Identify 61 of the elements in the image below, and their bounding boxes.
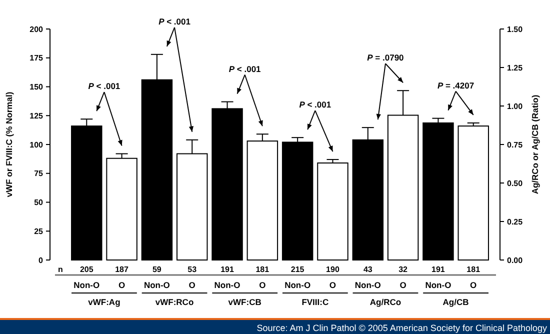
text: 32: [398, 265, 408, 274]
y-tick-label: 200: [30, 24, 44, 34]
annotation: P < .001: [88, 81, 120, 92]
text: vWF:CB: [228, 297, 262, 307]
annotation: P = .4207: [437, 80, 474, 90]
x-tick-label: O: [400, 280, 407, 290]
y2-tick-label: 0.50: [507, 178, 524, 188]
y2-axis-title: Ag/RCo or Ag/CB (Ratio): [530, 94, 540, 194]
y2-tick-label: 1.00: [507, 102, 524, 111]
text: n: [58, 265, 63, 274]
y2-tick-label: 1.25: [507, 63, 524, 72]
x-tick-label: O: [259, 280, 266, 290]
text: 53: [188, 265, 198, 274]
y-tick-label: 0: [38, 256, 44, 265]
y-tick-label: 25: [34, 226, 44, 236]
x-tick-label: Non-O: [284, 280, 311, 290]
bar: [317, 162, 348, 260]
bar: [106, 158, 138, 260]
text: 181: [466, 265, 481, 274]
y2-tick-label: 0.00: [507, 256, 524, 265]
y-tick-label: 50: [34, 198, 44, 208]
text: 191: [220, 265, 234, 274]
text: 215: [290, 265, 305, 274]
annotation: P < .001: [299, 100, 332, 110]
x-tick-label: Non-O: [144, 280, 170, 290]
x-tick-label: Non-O: [354, 280, 382, 290]
y2-tick-label: 0.25: [507, 217, 524, 226]
text: P < .001: [158, 16, 191, 26]
text: 181: [256, 265, 270, 274]
x-tick-label: O: [118, 280, 126, 290]
text: FVIII:C: [302, 297, 329, 307]
y-tick-label: 75: [34, 169, 44, 178]
y2-tick-label: 0.75: [507, 140, 524, 150]
text: 59: [152, 265, 162, 274]
x-tick-label: O: [470, 280, 478, 290]
text: Ag/RCo: [370, 297, 402, 307]
bar: [422, 122, 454, 260]
y-tick-label: 100: [30, 140, 44, 150]
bar: [282, 142, 314, 260]
source-note: Source: Am J Clin Pathol © 2005 American Society for Clinical Pathology: [256, 323, 548, 333]
text: 191: [432, 265, 446, 274]
text: Ag/CB: [442, 297, 469, 307]
text: 190: [326, 265, 340, 274]
x-tick-label: O: [188, 280, 196, 290]
y-tick-label: 175: [30, 54, 44, 63]
y-tick-label: 125: [30, 111, 44, 120]
text: vWF:Ag: [88, 297, 120, 307]
bar: [458, 126, 489, 260]
x-tick-label: O: [329, 280, 336, 290]
x-tick-label: Non-O: [74, 280, 100, 290]
text: 43: [363, 265, 373, 274]
x-tick-label: Non-O: [214, 280, 241, 290]
x-tick-label: Non-O: [425, 280, 452, 290]
text: 187: [115, 265, 130, 274]
text: 205: [80, 265, 94, 274]
annotation: P < .001: [228, 64, 262, 74]
y2-tick-label: 1.50: [507, 24, 524, 34]
text: vWF:RCo: [155, 297, 194, 307]
annotation: P = .0790: [367, 52, 404, 63]
y-axis-title: vWF or FVIII:C (% Normal): [4, 92, 14, 198]
y-tick-label: 150: [30, 82, 44, 92]
